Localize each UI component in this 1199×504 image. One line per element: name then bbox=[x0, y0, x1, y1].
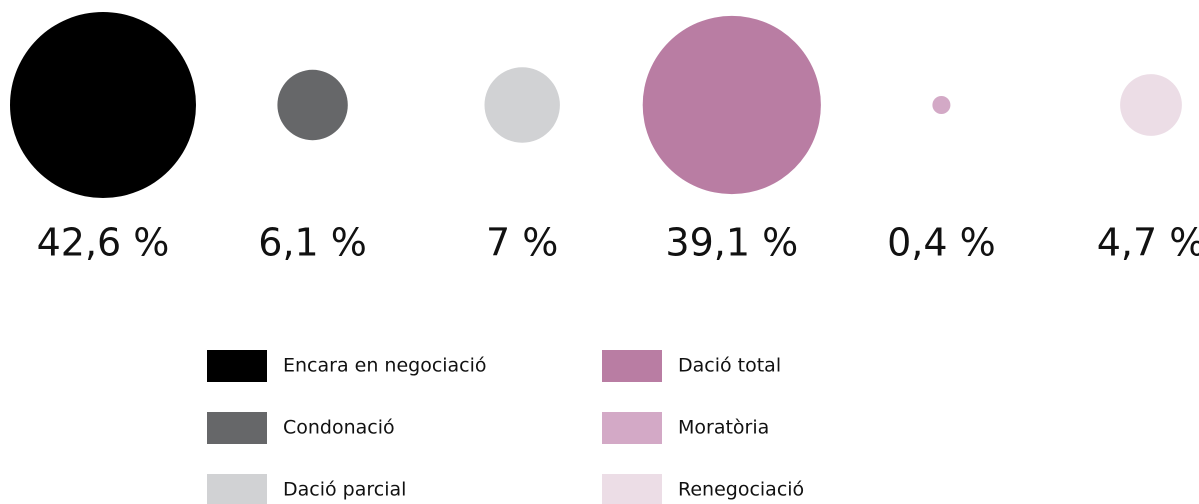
legend-swatch bbox=[602, 350, 662, 382]
bubble bbox=[642, 15, 821, 195]
value-label: 4,7 % bbox=[1097, 221, 1199, 265]
bubble bbox=[1120, 74, 1182, 136]
legend-swatch bbox=[207, 350, 267, 382]
bubble bbox=[277, 69, 348, 141]
legend-swatch bbox=[207, 412, 267, 444]
legend-label: Condonació bbox=[283, 417, 395, 439]
legend-swatch bbox=[207, 474, 267, 504]
bubble bbox=[10, 12, 196, 198]
legend-label: Dació parcial bbox=[283, 479, 406, 501]
legend-swatch bbox=[602, 412, 662, 444]
legend-label: Encara en negociació bbox=[283, 355, 487, 377]
value-label: 6,1 % bbox=[258, 221, 367, 265]
value-label: 39,1 % bbox=[665, 221, 798, 265]
legend-label: Moratòria bbox=[678, 417, 769, 439]
legend-label: Dació total bbox=[678, 355, 781, 377]
legend-label: Renegociació bbox=[678, 479, 804, 501]
value-label: 0,4 % bbox=[887, 221, 996, 265]
value-label: 42,6 % bbox=[37, 221, 170, 265]
bubble bbox=[932, 95, 951, 115]
bubble bbox=[484, 67, 560, 143]
legend-swatch bbox=[602, 474, 662, 504]
value-label: 7 % bbox=[486, 221, 558, 265]
